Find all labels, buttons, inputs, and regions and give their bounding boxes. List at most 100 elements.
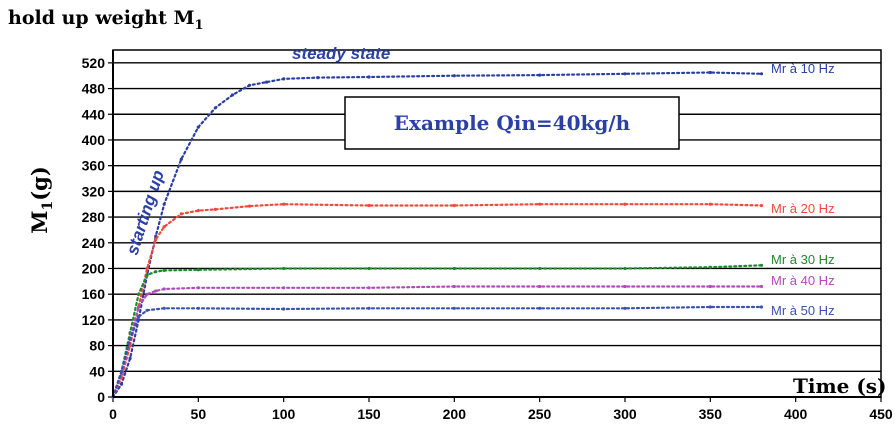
svg-text:M1(g): M1(g) bbox=[27, 166, 56, 234]
y-tick-label: 240 bbox=[82, 235, 106, 251]
data-point bbox=[137, 315, 141, 319]
data-point bbox=[162, 287, 166, 291]
data-point bbox=[213, 207, 217, 211]
data-point bbox=[145, 273, 149, 277]
data-point bbox=[759, 263, 764, 267]
y-tick-label: 0 bbox=[97, 389, 105, 405]
data-point bbox=[196, 209, 200, 213]
data-point bbox=[282, 266, 286, 271]
data-point bbox=[623, 306, 627, 310]
data-point bbox=[145, 266, 149, 271]
x-tick-label: 250 bbox=[528, 406, 552, 422]
data-point bbox=[162, 225, 166, 229]
x-tick-label: 450 bbox=[869, 406, 893, 422]
series-layer bbox=[111, 70, 764, 399]
data-point bbox=[759, 305, 764, 309]
data-point bbox=[282, 202, 286, 206]
data-point bbox=[452, 203, 456, 208]
data-point bbox=[282, 77, 286, 81]
data-point bbox=[708, 202, 712, 206]
data-point bbox=[265, 80, 269, 84]
data-point bbox=[623, 284, 627, 289]
x-axis-ticks: 0 50 100 150 200 250 300 350 400 450 bbox=[109, 397, 893, 422]
data-point bbox=[623, 202, 627, 206]
data-point bbox=[367, 75, 371, 79]
data-point bbox=[179, 212, 183, 216]
data-point bbox=[196, 286, 200, 290]
data-point bbox=[230, 93, 235, 97]
legend: Mr à 10 Hz Mr à 20 Hz Mr à 30 Hz Mr à 40 Hz… bbox=[771, 61, 835, 318]
data-point bbox=[708, 70, 712, 75]
chart-title: hold up weight M1 bbox=[8, 7, 204, 33]
y-tick-label: 480 bbox=[82, 81, 106, 97]
y-axis-label-unit: (g) bbox=[27, 166, 52, 201]
y-axis-label-sub: 1 bbox=[40, 201, 56, 211]
chart-title-sub: 1 bbox=[195, 18, 204, 33]
x-tick-label: 100 bbox=[272, 406, 296, 422]
data-point bbox=[367, 203, 371, 208]
data-point bbox=[538, 284, 542, 289]
x-tick-label: 400 bbox=[784, 406, 808, 422]
data-point bbox=[452, 74, 456, 78]
data-point bbox=[452, 284, 456, 289]
data-point bbox=[282, 307, 286, 311]
data-point bbox=[137, 305, 141, 309]
data-point bbox=[119, 369, 124, 373]
data-point bbox=[759, 72, 764, 76]
y-tick-label: 360 bbox=[82, 158, 106, 174]
y-tick-label: 520 bbox=[82, 55, 106, 71]
y-axis-label: M1(g) bbox=[27, 166, 56, 234]
y-tick-label: 440 bbox=[82, 106, 106, 122]
y-tick-label: 320 bbox=[82, 183, 106, 199]
y-axis-label-main: M bbox=[27, 211, 52, 234]
y-axis-ticks: 0 40 80 120 160 200 240 280 320 360 400 440 480 520 bbox=[82, 55, 113, 405]
data-point bbox=[708, 305, 712, 309]
data-point bbox=[759, 284, 764, 289]
data-point bbox=[162, 306, 166, 310]
data-point bbox=[162, 268, 166, 272]
data-point bbox=[452, 266, 456, 271]
data-point bbox=[538, 73, 542, 77]
y-tick-label: 40 bbox=[89, 363, 105, 379]
x-tick-label: 150 bbox=[357, 406, 381, 422]
data-point bbox=[708, 284, 712, 289]
data-point bbox=[145, 292, 149, 296]
data-point bbox=[367, 266, 371, 271]
x-tick-label: 200 bbox=[443, 406, 467, 422]
data-point bbox=[179, 157, 183, 161]
data-point bbox=[708, 265, 712, 269]
y-tick-label: 160 bbox=[82, 286, 106, 302]
y-tick-label: 400 bbox=[82, 132, 106, 148]
data-point bbox=[538, 202, 542, 206]
data-point bbox=[196, 268, 200, 272]
annotation-steady-state: steady state bbox=[292, 44, 390, 63]
x-tick-label: 300 bbox=[613, 406, 637, 422]
example-box-label: Example Qin=40kg/h bbox=[394, 111, 631, 135]
data-point bbox=[128, 337, 132, 341]
data-point bbox=[367, 306, 371, 310]
data-point bbox=[282, 286, 286, 290]
data-point bbox=[538, 266, 542, 271]
legend-entry-2: Mr à 20 Hz bbox=[771, 201, 835, 216]
example-box bbox=[344, 96, 680, 150]
legend-entry-3: Mr à 30 Hz bbox=[771, 252, 835, 267]
data-point bbox=[145, 308, 149, 312]
data-point bbox=[213, 106, 217, 110]
data-point bbox=[367, 286, 371, 290]
data-point bbox=[623, 266, 627, 271]
y-tick-label: 280 bbox=[82, 209, 106, 225]
data-point bbox=[137, 292, 141, 296]
data-point bbox=[759, 203, 764, 208]
x-tick-label: 0 bbox=[109, 406, 117, 422]
series-line-5 bbox=[111, 305, 763, 399]
chart-title-main: hold up weight M bbox=[8, 7, 195, 29]
data-point bbox=[538, 306, 542, 310]
data-point bbox=[196, 125, 200, 129]
data-point bbox=[247, 83, 252, 87]
data-point bbox=[162, 202, 166, 206]
data-point bbox=[128, 356, 132, 360]
data-point bbox=[154, 270, 158, 274]
data-point bbox=[196, 306, 200, 310]
data-point bbox=[623, 72, 627, 76]
